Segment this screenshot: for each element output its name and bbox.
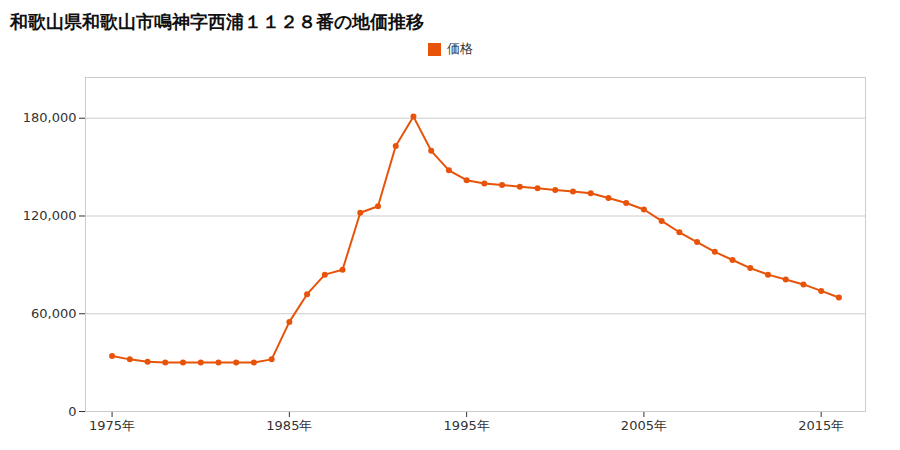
svg-text:0: 0 bbox=[68, 404, 76, 419]
svg-text:1975年: 1975年 bbox=[89, 418, 135, 433]
html-text:価格: 価格 bbox=[446, 41, 473, 56]
svg-text:2015年: 2015年 bbox=[798, 418, 844, 433]
svg-text:1985年: 1985年 bbox=[266, 418, 312, 433]
svg-text:60,000: 60,000 bbox=[31, 306, 77, 321]
html-text:和歌山県和歌山市鳴神字西浦１１２８番の地価推移: 和歌山県和歌山市鳴神字西浦１１２８番の地価推移 bbox=[10, 11, 424, 32]
svg-text:1995年: 1995年 bbox=[444, 418, 490, 433]
svg-text:2005年: 2005年 bbox=[621, 418, 667, 433]
svg-text:120,000: 120,000 bbox=[23, 208, 77, 223]
svg-text:180,000: 180,000 bbox=[23, 110, 77, 125]
